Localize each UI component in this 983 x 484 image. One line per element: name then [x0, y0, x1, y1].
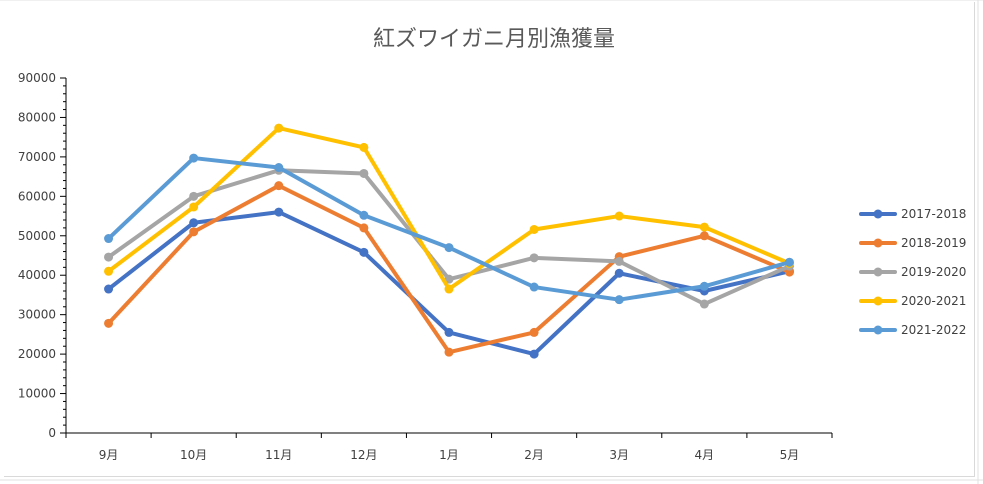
x-tick-label: 12月: [350, 448, 377, 462]
data-point: [614, 268, 624, 278]
chart-title: 紅ズワイガニ月別漁獲量: [373, 27, 615, 52]
data-point: [784, 257, 794, 267]
chart-object[interactable]: 紅ズワイガニ月別漁獲量 0 10000 20000 30000 40000 50000 60…: [4, 2, 975, 477]
series-line-2020-2021: [106, 126, 792, 292]
data-point: [104, 284, 114, 294]
x-tick-label: 11月: [265, 448, 292, 462]
legend-swatch-marker: [873, 296, 883, 306]
data-point: [189, 191, 199, 201]
data-point: [529, 282, 539, 292]
data-point: [189, 227, 199, 237]
data-point: [699, 281, 709, 291]
plot-area: 0 10000 20000 30000 40000 50000 60000 70000 8000…: [18, 71, 833, 462]
y-tick-label: 30000: [18, 308, 56, 322]
y-tick-label: 70000: [18, 150, 56, 164]
data-point: [274, 163, 284, 173]
data-point: [104, 266, 114, 276]
data-point: [274, 207, 284, 217]
data-point: [359, 223, 369, 233]
data-point: [104, 318, 114, 328]
legend-swatch-marker: [873, 267, 883, 277]
y-tick-label: 50000: [18, 229, 56, 243]
data-point: [274, 181, 284, 191]
data-point: [359, 247, 369, 257]
data-point: [614, 256, 624, 266]
data-point: [444, 284, 454, 294]
data-point: [614, 295, 624, 305]
data-point: [104, 252, 114, 262]
data-point: [104, 234, 114, 244]
x-tick-label: 9月: [99, 448, 119, 462]
data-point: [189, 153, 199, 163]
y-tick-label: 40000: [18, 268, 56, 282]
data-point: [444, 347, 454, 357]
data-point: [444, 327, 454, 337]
data-point: [274, 123, 284, 133]
y-tick-label: 60000: [18, 189, 56, 203]
x-tick-label: 5月: [780, 448, 800, 462]
data-point: [189, 202, 199, 212]
legend-label: 2018-2019: [901, 236, 966, 250]
series-line-2018-2019: [106, 183, 792, 355]
legend: 2017-2018 2018-2019 2019-2020 2020-2021 2021…: [859, 207, 966, 337]
legend-label: 2017-2018: [901, 207, 966, 221]
data-point: [699, 299, 709, 309]
data-point: [359, 210, 369, 220]
y-tick-label: 90000: [18, 71, 56, 85]
data-point: [699, 231, 709, 241]
data-point: [699, 222, 709, 232]
x-tick-label: 2月: [524, 448, 544, 462]
legend-label: 2021-2022: [901, 323, 966, 337]
data-point: [614, 211, 624, 221]
data-point: [529, 349, 539, 359]
x-tick-label: 1月: [439, 448, 459, 462]
data-point: [529, 224, 539, 234]
x-tick-label: 4月: [695, 448, 715, 462]
data-point: [359, 168, 369, 178]
data-point: [529, 327, 539, 337]
data-point: [359, 142, 369, 152]
legend-swatch-marker: [873, 238, 883, 248]
legend-label: 2019-2020: [901, 265, 966, 279]
line-chart: 紅ズワイガニ月別漁獲量 0 10000 20000 30000 40000 50000 60…: [18, 27, 967, 462]
y-tick-label: 80000: [18, 110, 56, 124]
y-tick-label: 0: [48, 426, 56, 440]
legend-label: 2020-2021: [901, 294, 966, 308]
data-point: [189, 218, 199, 228]
legend-swatch-marker: [873, 209, 883, 219]
legend-swatch-marker: [873, 325, 883, 335]
y-tick-label: 10000: [18, 387, 56, 401]
data-point: [444, 243, 454, 253]
data-point: [529, 253, 539, 263]
x-tick-label: 10月: [180, 448, 207, 462]
y-tick-label: 20000: [18, 347, 56, 361]
x-tick-label: 3月: [609, 448, 629, 462]
